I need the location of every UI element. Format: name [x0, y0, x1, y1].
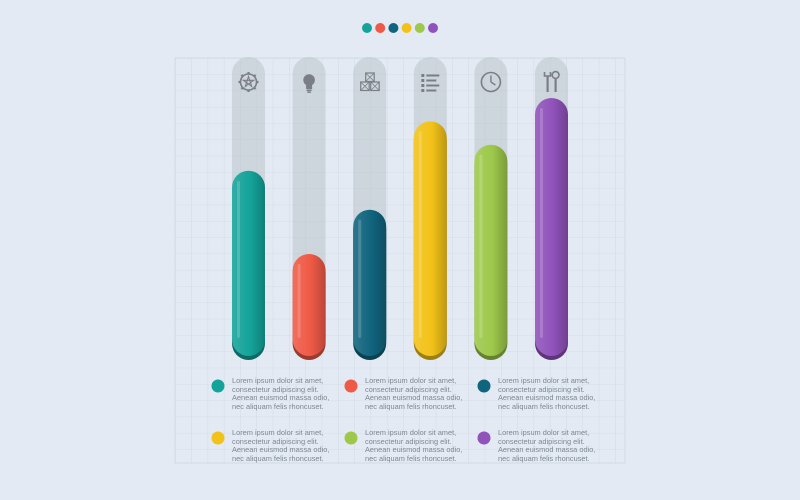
legend-dot	[344, 379, 358, 393]
bar-highlight	[358, 219, 362, 338]
bar-highlight	[479, 154, 483, 338]
legend-entry-text: Lorem ipsum dolor sit amet, consectetur …	[498, 376, 596, 411]
color-dots-legend	[362, 23, 438, 33]
top-color-dot	[362, 23, 372, 33]
bars	[232, 98, 568, 361]
legend-dot	[211, 431, 225, 445]
top-color-dot	[388, 23, 399, 33]
top-color-dot	[401, 23, 412, 33]
legend-dot	[344, 431, 358, 445]
list-icon	[421, 74, 440, 92]
bar	[413, 121, 447, 357]
top-color-dot	[375, 23, 386, 33]
bar-highlight	[237, 180, 240, 338]
bar	[353, 209, 387, 356]
gear-icon	[238, 72, 259, 92]
top-color-dot	[428, 23, 438, 33]
legend-dot	[211, 379, 225, 393]
bar-highlight	[540, 108, 543, 338]
legend-dots	[211, 379, 491, 445]
tools-icon	[543, 70, 560, 92]
legend-dot	[477, 379, 491, 393]
bar	[474, 144, 508, 356]
legend-dot	[477, 431, 491, 445]
bar-icons	[238, 70, 560, 93]
legend-entry-text: Lorem ipsum dolor sit amet, consectetur …	[232, 376, 330, 411]
bar-highlight	[297, 264, 301, 338]
bar	[292, 254, 326, 356]
bar	[232, 170, 265, 356]
legend-entry-text: Lorem ipsum dolor sit amet, consectetur …	[498, 428, 596, 463]
legend-entry-text: Lorem ipsum dolor sit amet, consectetur …	[232, 428, 330, 463]
bar-highlight	[418, 131, 422, 338]
lightbulb-icon	[303, 74, 315, 93]
clock-icon	[480, 71, 502, 93]
bar	[535, 98, 568, 356]
legend-entry-text: Lorem ipsum dolor sit amet, consectetur …	[365, 428, 463, 463]
legend-entry-text: Lorem ipsum dolor sit amet, consectetur …	[365, 376, 463, 411]
boxes-icon	[360, 72, 380, 92]
top-color-dot	[414, 23, 425, 33]
